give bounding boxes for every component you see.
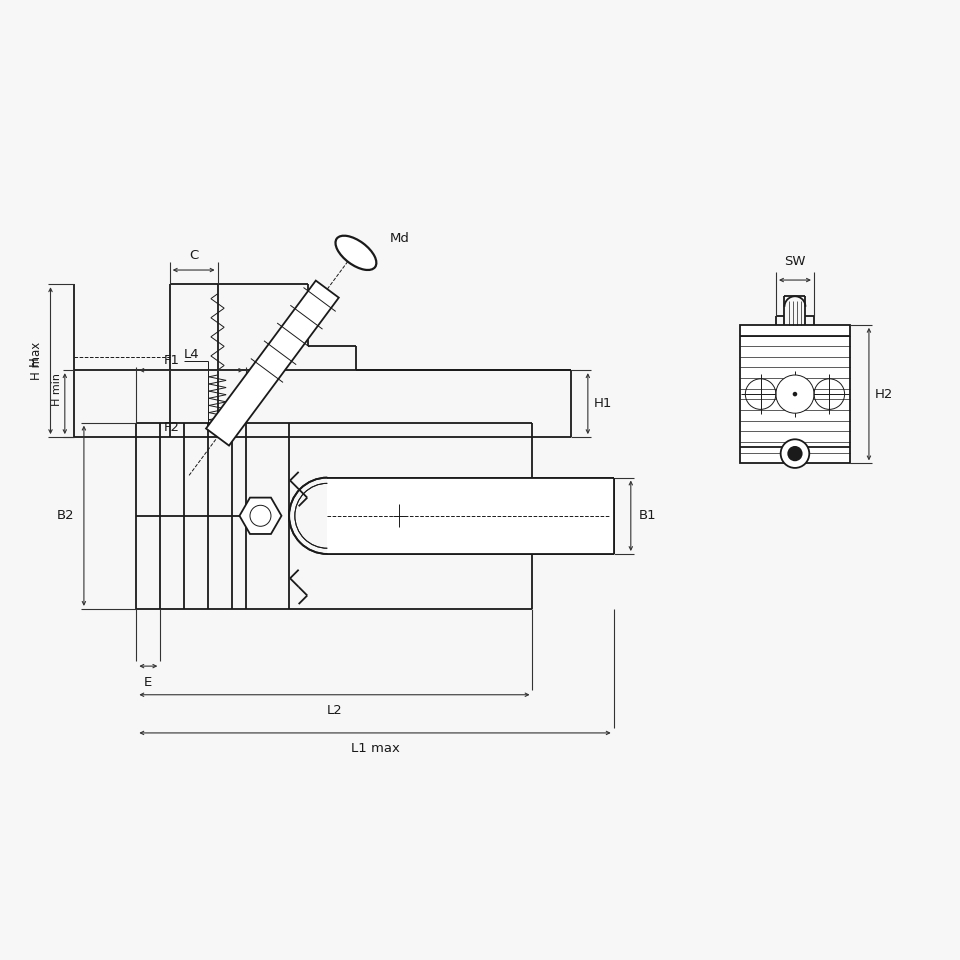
Text: L4: L4 <box>183 348 199 361</box>
Polygon shape <box>206 280 339 445</box>
Polygon shape <box>327 478 613 554</box>
Circle shape <box>787 446 803 461</box>
Text: F2: F2 <box>163 421 180 434</box>
Text: L2: L2 <box>326 705 343 717</box>
Text: E: E <box>144 676 153 688</box>
Text: H1: H1 <box>593 397 612 410</box>
Text: Md: Md <box>390 232 409 245</box>
Text: B2: B2 <box>57 510 74 522</box>
Text: C: C <box>189 250 199 262</box>
Text: H: H <box>28 356 40 366</box>
Text: B1: B1 <box>638 510 656 522</box>
Text: SW: SW <box>784 254 805 268</box>
Text: H min: H min <box>52 372 62 406</box>
Text: H max: H max <box>30 342 43 380</box>
Circle shape <box>776 375 814 413</box>
Text: H2: H2 <box>875 388 893 400</box>
Text: L1 max: L1 max <box>350 742 399 756</box>
Text: F1: F1 <box>163 354 180 367</box>
Circle shape <box>793 392 797 396</box>
Ellipse shape <box>335 236 376 270</box>
Circle shape <box>780 440 809 468</box>
Bar <box>740 324 850 464</box>
